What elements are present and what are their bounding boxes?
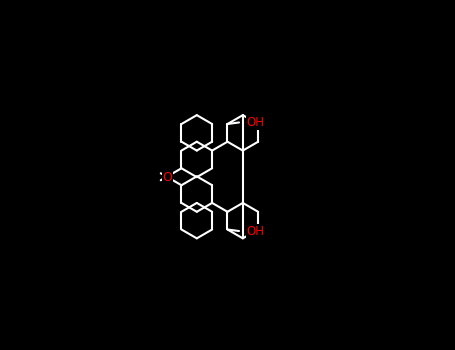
Text: OH: OH: [247, 116, 265, 129]
Text: O: O: [162, 170, 172, 183]
Text: OH: OH: [247, 225, 265, 238]
Text: O: O: [162, 170, 172, 184]
